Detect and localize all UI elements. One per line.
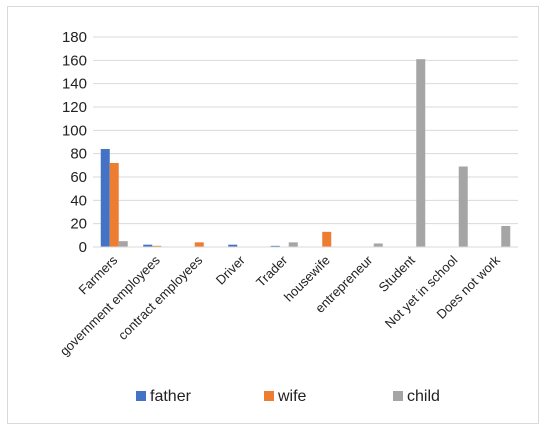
bar-child (288, 242, 298, 247)
bar-wife (194, 242, 204, 247)
bar-child (501, 226, 511, 247)
x-tick-label: Driver (213, 252, 249, 288)
y-tick-label: 160 (62, 52, 87, 69)
y-tick-label: 120 (62, 99, 87, 116)
x-tick-label: contract employees (115, 252, 206, 343)
y-tick-label: 180 (62, 29, 87, 46)
bar-father (100, 149, 110, 247)
y-tick-label: 80 (70, 146, 87, 163)
x-tick-label: Trader (253, 252, 291, 290)
legend-label: wife (277, 388, 307, 405)
legend-swatch-father (136, 391, 146, 401)
bar-wife (152, 245, 162, 247)
legend-swatch-child (393, 391, 403, 401)
x-tick-label: Not yet in school (382, 252, 461, 331)
y-tick-label: 0 (79, 239, 87, 256)
y-tick-label: 140 (62, 76, 87, 93)
bar-wife (322, 231, 332, 247)
legend-label: father (150, 388, 192, 405)
y-tick-label: 20 (70, 216, 87, 233)
y-tick-label: 40 (70, 192, 87, 209)
bar-child (373, 243, 383, 247)
bar-father (143, 244, 153, 247)
legend-swatch-wife (264, 391, 274, 401)
bar-wife (109, 163, 119, 247)
y-tick-label: 60 (70, 169, 87, 186)
chart-area (7, 6, 539, 424)
bar-child (118, 241, 128, 247)
bar-child (458, 166, 468, 247)
bar-father (228, 244, 238, 247)
bar-father (270, 245, 280, 247)
y-tick-label: 100 (62, 122, 87, 139)
x-tick-label: Student (376, 252, 419, 295)
legend-label: child (407, 388, 440, 405)
bar-child (416, 59, 426, 247)
